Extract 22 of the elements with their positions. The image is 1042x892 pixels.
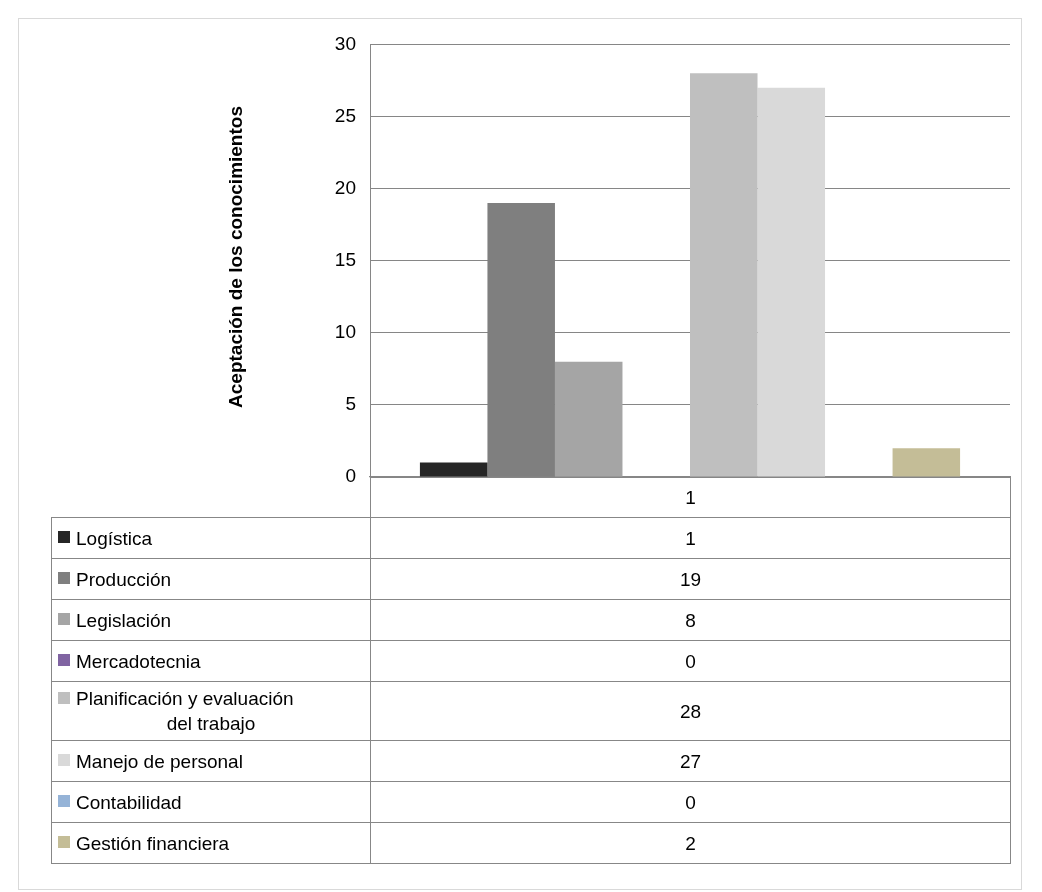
legend-label: Mercadotecnia [76,650,201,672]
legend-label: Contabilidad [76,791,182,813]
text: 2 [370,822,1011,864]
legend-label: Manejo de personal [76,750,243,772]
y-tick-label: 10 [334,321,356,343]
text: 1 [370,517,1011,559]
text: 19 [370,558,1011,600]
y-tick-label: 0 [345,465,356,487]
legend-label: Producción [76,568,172,590]
y-tick-label: 15 [334,248,356,270]
text: 8 [370,599,1011,641]
text: 27 [370,740,1011,782]
legend-label: Planificación y evaluación del trabajo [75,688,295,736]
y-tick-label: 25 [334,104,356,126]
legend-label: Legislación [76,609,172,631]
legend-label: Logística [76,527,153,549]
y-tick-label: 20 [334,176,356,198]
y-axis-title: Aceptación de los conocimientos [225,106,247,408]
y-tick-label: 5 [345,393,356,415]
legend-label: Gestión financiera [76,832,230,854]
text: 28 [370,681,1011,741]
y-tick-label: 30 [334,32,356,54]
